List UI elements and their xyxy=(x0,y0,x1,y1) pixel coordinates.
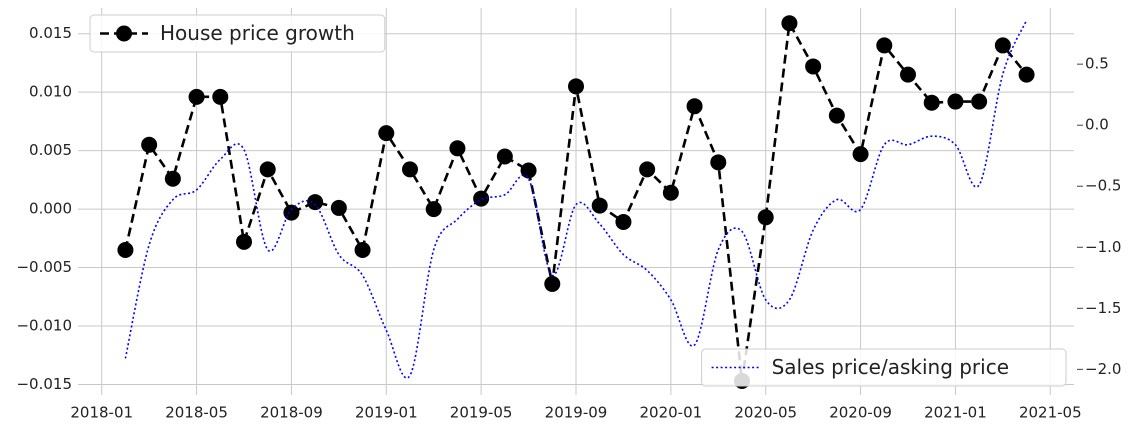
x-tick-label: 2020-01 xyxy=(640,404,703,422)
data-point xyxy=(473,190,490,207)
data-point xyxy=(141,136,158,153)
legend-label: House price growth xyxy=(160,21,355,45)
x-tick-label: 2018-05 xyxy=(165,404,228,422)
data-point xyxy=(947,93,964,110)
x-tick-label: 2019-09 xyxy=(545,404,608,422)
y-tick-label: −0.005 xyxy=(16,258,72,276)
legend-box xyxy=(701,348,1067,387)
y-tick-label: 0.010 xyxy=(29,83,72,101)
series-line xyxy=(124,19,1028,379)
x-tick-label: 2018-09 xyxy=(260,404,323,422)
legend-marker xyxy=(116,25,132,42)
data-point xyxy=(259,161,276,178)
data-point xyxy=(307,194,324,211)
data-point xyxy=(900,66,916,83)
data-point xyxy=(449,140,466,157)
data-point xyxy=(923,94,940,111)
x-tick-label: 2019-05 xyxy=(450,404,513,422)
data-point xyxy=(757,209,774,226)
y2-tick-label: −1.0 xyxy=(1085,238,1121,256)
data-point xyxy=(568,78,584,95)
data-point xyxy=(520,162,537,179)
y2-tick-label: −2.0 xyxy=(1085,360,1121,378)
y-tick-label: −0.010 xyxy=(16,317,72,335)
y2-tick-label: −0.5 xyxy=(1085,177,1121,195)
data-point xyxy=(164,170,181,187)
data-point xyxy=(402,161,418,178)
data-point xyxy=(330,199,347,216)
data-point xyxy=(283,204,300,221)
data-point xyxy=(710,154,727,171)
data-point xyxy=(117,242,134,259)
data-point xyxy=(805,58,822,75)
data-point xyxy=(615,213,632,230)
data-point xyxy=(425,201,442,218)
x-tick-label: 2019-01 xyxy=(355,404,418,422)
x-tick-label: 2021-01 xyxy=(924,404,987,422)
y-tick-label: −0.015 xyxy=(16,375,72,393)
y-tick-label: 0.005 xyxy=(29,141,72,159)
data-point xyxy=(1018,66,1035,83)
x-tick-label: 2018-01 xyxy=(70,404,133,422)
legend: Sales price/asking price xyxy=(701,348,1067,387)
y2-tick-label: 0.0 xyxy=(1085,116,1109,134)
data-point xyxy=(496,148,513,165)
data-point xyxy=(188,88,205,105)
data-point xyxy=(686,98,703,115)
x-tick-label: 2021-05 xyxy=(1019,404,1082,422)
data-point xyxy=(544,275,561,292)
data-point xyxy=(781,15,798,32)
data-point xyxy=(639,161,656,178)
data-point xyxy=(236,233,252,250)
data-point xyxy=(378,125,395,142)
legend-label: Sales price/asking price xyxy=(772,355,1009,379)
data-point xyxy=(354,242,371,259)
data-point xyxy=(971,93,988,110)
y2-tick-label: −1.5 xyxy=(1085,299,1121,317)
data-point xyxy=(852,146,869,163)
data-point xyxy=(591,197,608,214)
data-point xyxy=(876,37,893,54)
data-point xyxy=(994,37,1011,54)
legend: House price growth xyxy=(89,14,386,53)
data-point xyxy=(212,88,229,105)
x-tick-label: 2020-05 xyxy=(734,404,797,422)
y2-tick-label: 0.5 xyxy=(1085,55,1109,73)
data-point xyxy=(828,107,845,124)
x-tick-label: 2020-09 xyxy=(829,404,892,422)
y-tick-label: 0.000 xyxy=(29,200,72,218)
data-point xyxy=(662,184,679,201)
y-tick-label: 0.015 xyxy=(29,24,72,42)
legend-box xyxy=(89,14,386,53)
